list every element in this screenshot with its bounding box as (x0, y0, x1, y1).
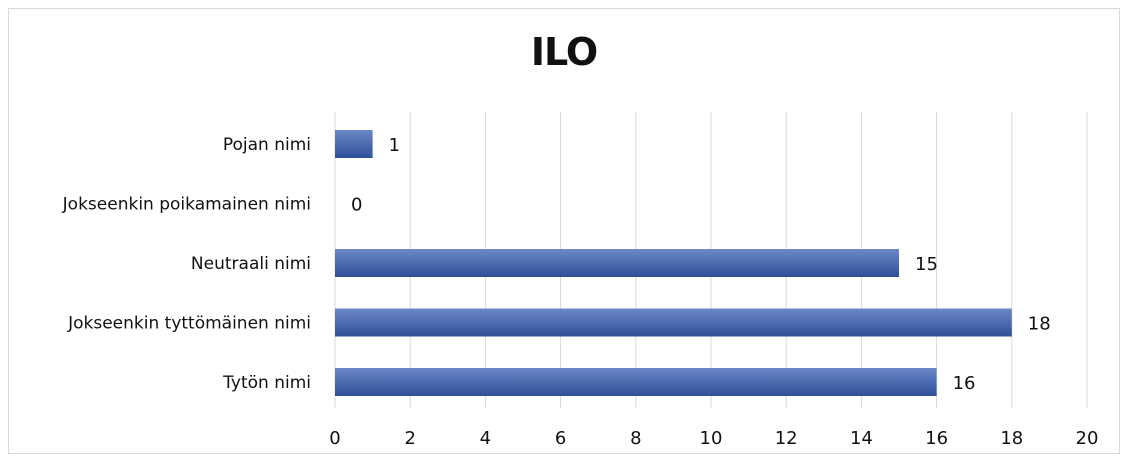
data-label-5: 16 (953, 373, 976, 394)
x-tick-label-0: 0 (329, 428, 340, 449)
bar-3 (335, 249, 899, 277)
category-label-5: Tytön nimi (222, 373, 311, 393)
x-tick-label-16: 16 (925, 428, 948, 449)
category-label-4: Jokseenkin tyttömäinen nimi (67, 314, 311, 334)
x-tick-label-2: 2 (404, 428, 415, 449)
category-label-3: Neutraali nimi (191, 254, 311, 274)
data-label-4: 18 (1028, 314, 1051, 335)
x-tick-label-10: 10 (700, 428, 723, 449)
bar-4 (335, 308, 1012, 337)
chart-title: ILO (530, 30, 598, 74)
x-tick-label-6: 6 (555, 428, 566, 449)
x-tick-label-18: 18 (1000, 428, 1023, 449)
x-tick-label-14: 14 (850, 428, 873, 449)
x-tick-label-8: 8 (630, 428, 641, 449)
x-tick-label-12: 12 (775, 428, 798, 449)
data-label-2: 0 (351, 195, 362, 216)
labels: 0 2 4 6 8 10 12 14 16 18 20 Pojan nimi 1 Jokseenkin p… (62, 135, 1099, 449)
bar-5 (335, 368, 937, 396)
data-label-1: 1 (389, 135, 400, 156)
x-tick-label-4: 4 (480, 428, 491, 449)
bars (335, 130, 1012, 396)
data-label-3: 15 (915, 254, 938, 275)
category-label-1: Pojan nimi (223, 135, 311, 155)
bar-1 (335, 130, 373, 158)
category-label-2: Jokseenkin poikamainen nimi (62, 195, 311, 215)
x-tick-label-20: 20 (1076, 428, 1099, 449)
